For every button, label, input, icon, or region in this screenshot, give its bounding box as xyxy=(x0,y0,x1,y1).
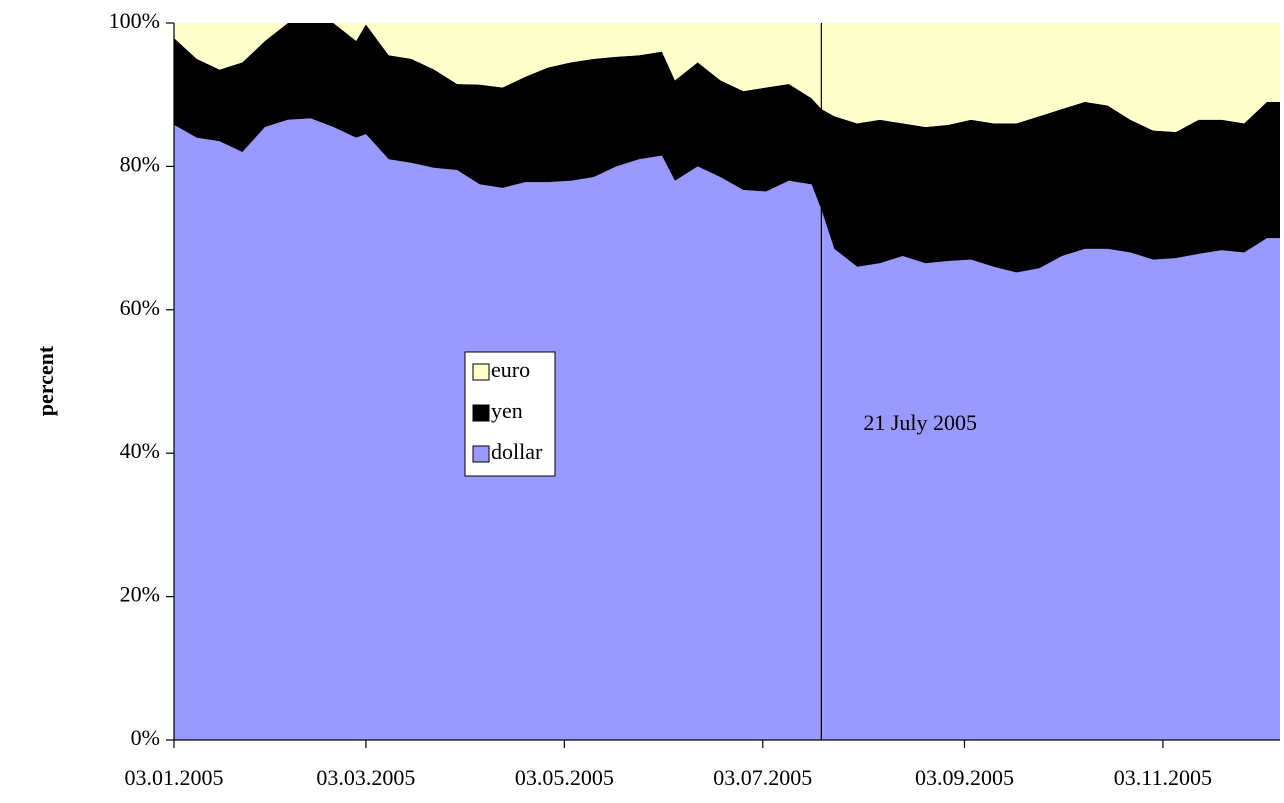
x-tick-label: 03.01.2005 xyxy=(125,765,224,790)
y-axis-label: percent xyxy=(33,345,58,416)
area-yen xyxy=(174,23,1280,273)
y-tick-label: 60% xyxy=(120,295,160,320)
legend-label: dollar xyxy=(491,439,543,464)
legend-swatch xyxy=(472,445,490,463)
x-tick-label: 03.05.2005 xyxy=(515,765,614,790)
legend-swatch xyxy=(472,363,490,381)
y-tick-label: 40% xyxy=(120,438,160,463)
y-tick-label: 80% xyxy=(120,151,160,176)
x-tick-label: 03.07.2005 xyxy=(713,765,812,790)
area-dollar xyxy=(174,118,1280,740)
y-tick-label: 20% xyxy=(120,582,160,607)
legend-label: euro xyxy=(491,357,530,382)
annotation-label: 21 July 2005 xyxy=(863,410,977,435)
x-tick-label: 03.11.2005 xyxy=(1114,765,1212,790)
y-tick-label: 0% xyxy=(131,725,160,750)
legend: euro yen dollar xyxy=(464,351,556,477)
legend-swatch xyxy=(472,404,490,422)
x-tick-label: 03.03.2005 xyxy=(316,765,415,790)
legend-label: yen xyxy=(491,398,523,423)
y-tick-label: 100% xyxy=(109,8,160,33)
x-tick-label: 03.09.2005 xyxy=(915,765,1014,790)
area-euro xyxy=(174,23,1280,132)
